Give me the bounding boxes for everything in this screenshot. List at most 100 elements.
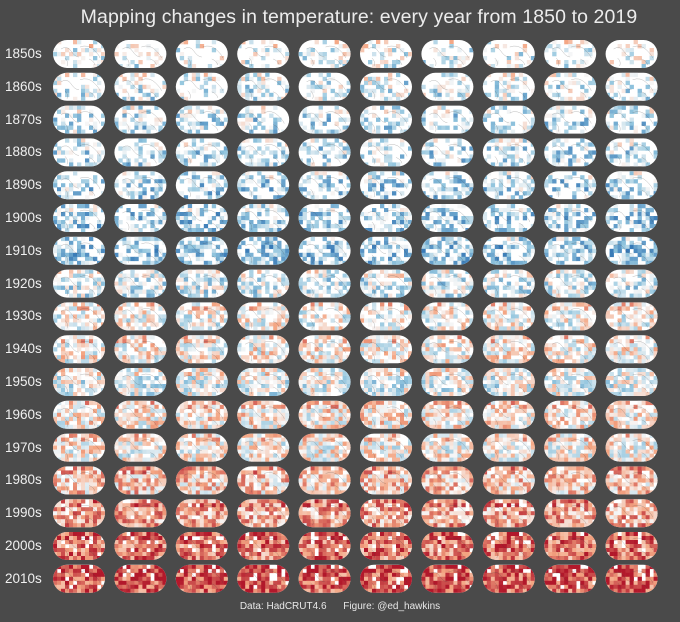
map-1924 [298, 269, 351, 298]
map-2019 [605, 564, 658, 593]
map-1912 [175, 236, 228, 265]
map-1878 [544, 105, 597, 134]
map-1851 [114, 40, 167, 68]
map-1856 [421, 40, 474, 68]
map-1988 [544, 466, 597, 495]
decade-label-1960s: 1960s [5, 406, 42, 422]
map-1870 [53, 105, 105, 134]
map-1873 [237, 105, 290, 134]
map-1892 [175, 171, 228, 200]
map-1877 [482, 105, 535, 134]
map-1971 [114, 433, 167, 462]
decade-label-1990s: 1990s [5, 505, 42, 521]
map-1887 [482, 138, 535, 167]
map-2011 [114, 564, 167, 593]
map-1928 [544, 269, 597, 298]
map-1915 [360, 236, 412, 265]
map-1920 [53, 269, 105, 298]
map-1967 [482, 400, 535, 429]
map-1894 [298, 171, 351, 200]
map-1970 [53, 433, 105, 462]
map-frame [53, 138, 105, 167]
map-1904 [298, 204, 351, 232]
decade-label-2010s: 2010s [5, 570, 42, 586]
map-1942 [175, 335, 228, 364]
map-1891 [114, 171, 167, 200]
map-1923 [237, 269, 290, 298]
map-1960 [53, 400, 105, 429]
map-1889 [605, 138, 658, 167]
map-1903 [237, 204, 290, 232]
map-1986 [421, 466, 474, 495]
map-1879 [605, 105, 658, 134]
map-1897 [482, 171, 535, 200]
map-2014 [298, 564, 351, 593]
map-2004 [298, 532, 351, 560]
decade-label-1850s: 1850s [5, 46, 42, 61]
map-1864 [298, 72, 351, 101]
decade-label-1920s: 1920s [5, 275, 42, 291]
map-1937 [482, 302, 535, 331]
map-1905 [360, 204, 412, 232]
map-1888 [544, 138, 597, 167]
figure-credit: Figure: @ed_hawkins [343, 601, 441, 612]
map-1913 [237, 236, 290, 265]
map-1962 [175, 400, 228, 429]
map-1865 [360, 72, 412, 101]
map-1953 [237, 368, 290, 396]
map-1871 [114, 105, 167, 134]
map-2002 [175, 532, 228, 560]
map-1882 [175, 138, 228, 167]
map-2015 [360, 564, 412, 593]
map-1950 [53, 368, 105, 396]
map-1938 [544, 302, 597, 331]
map-1990 [53, 499, 105, 528]
map-1906 [421, 204, 474, 232]
map-1872 [175, 105, 228, 134]
map-1869 [605, 72, 658, 101]
map-1908 [544, 204, 597, 232]
map-1862 [175, 72, 228, 101]
map-1916 [421, 236, 474, 265]
map-1939 [605, 302, 658, 331]
map-1956 [421, 368, 474, 396]
map-1957 [482, 368, 535, 396]
map-1936 [421, 302, 474, 331]
map-1992 [175, 499, 228, 528]
decade-label-1950s: 1950s [5, 374, 42, 389]
map-1983 [237, 466, 290, 495]
map-1984 [298, 466, 351, 495]
map-1995 [360, 499, 412, 528]
map-1994 [298, 499, 351, 528]
map-grid [53, 40, 658, 593]
map-1911 [114, 236, 167, 265]
decade-label-1860s: 1860s [5, 78, 42, 94]
map-1914 [298, 236, 351, 265]
map-1866 [421, 72, 474, 101]
map-1948 [544, 335, 597, 364]
map-1850 [53, 40, 105, 68]
map-1854 [298, 40, 351, 68]
footer: Data: HadCRUT4.6 Figure: @ed_hawkins [0, 601, 680, 612]
decade-label-1890s: 1890s [5, 177, 42, 193]
map-1896 [421, 171, 474, 200]
map-1969 [605, 400, 658, 429]
map-1976 [421, 433, 474, 462]
map-1954 [298, 368, 351, 396]
map-2010 [53, 564, 105, 593]
map-1963 [237, 400, 290, 429]
map-1930 [53, 302, 105, 331]
map-1975 [360, 433, 412, 462]
map-1893 [237, 171, 290, 200]
map-1947 [482, 335, 535, 364]
map-1910 [53, 236, 105, 265]
map-1958 [544, 368, 597, 396]
decade-label-1870s: 1870s [5, 111, 42, 127]
map-1876 [421, 105, 474, 134]
map-1993 [237, 499, 290, 528]
map-1853 [237, 40, 290, 68]
map-1921 [114, 269, 167, 298]
map-2017 [482, 564, 535, 593]
map-1919 [605, 236, 658, 265]
map-2006 [421, 532, 474, 560]
